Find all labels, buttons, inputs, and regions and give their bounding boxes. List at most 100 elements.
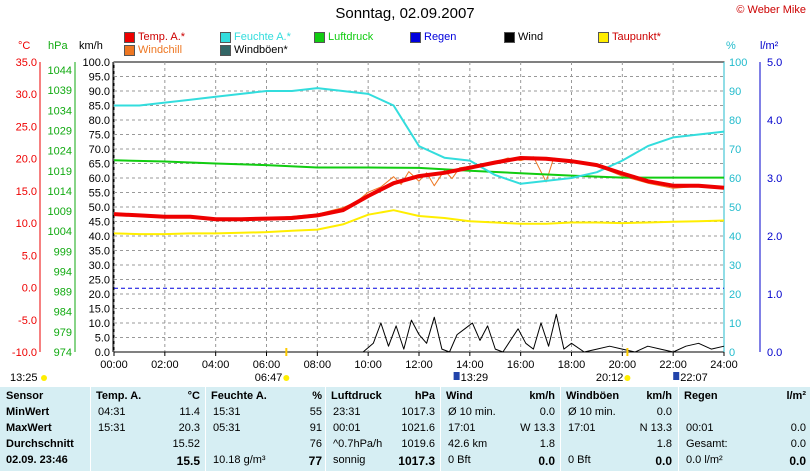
- humidity-axis-tick-label: 20: [729, 289, 741, 301]
- pressure-axis-tick-label: 979: [54, 327, 72, 339]
- rain-axis-tick-label: 1.0: [767, 289, 782, 301]
- row-label: MaxWert: [6, 422, 52, 434]
- table-cell-value: 1.8: [539, 438, 555, 450]
- series-pressure-line: [113, 159, 724, 179]
- table-cell-sub: 15:31: [213, 406, 241, 418]
- wind-axis-tick-label: 60.0: [89, 173, 110, 185]
- humidity-axis-tick-label: 10: [729, 318, 741, 330]
- wind-axis-tick-label: 40.0: [89, 231, 110, 243]
- table-header-unit: °C: [187, 390, 200, 402]
- wind-axis-tick-label: 20.0: [89, 289, 110, 301]
- legend-swatch: [410, 31, 421, 43]
- table-cell-value: 15.52: [172, 438, 200, 450]
- pressure-axis-tick-label: 1024: [48, 146, 72, 158]
- pressure-axis-tick-label: 1034: [48, 105, 72, 117]
- rain-axis-tick-label: 4.0: [767, 115, 782, 127]
- temp-axis-tick-label: 35.0: [16, 57, 37, 69]
- legend-swatch: [220, 44, 231, 56]
- wind-axis-tick-label: 30.0: [89, 260, 110, 272]
- table-cell-value: 0.0: [790, 422, 806, 434]
- table-cell-value: 0.0: [789, 454, 806, 468]
- wind-axis-tick-label: 10.0: [89, 318, 110, 330]
- x-axis: 00:00 02:00 04:00 06:00 08:00 10:00 12:00 14:00…: [100, 352, 738, 371]
- rain-axis-header: l/m²: [760, 40, 779, 52]
- pressure-axis-tick-label: 1009: [48, 206, 72, 218]
- sun-icon: [624, 375, 631, 381]
- x-tick-label: 24:00: [710, 359, 738, 371]
- legend-item: Taupunkt*: [598, 31, 661, 43]
- x-tick-label: 20:00: [609, 359, 637, 371]
- table-cell-value: 77: [308, 454, 322, 468]
- pressure-axis-tick-label: 1014: [48, 186, 72, 198]
- table-cell-sub: 15:31: [98, 422, 126, 434]
- table-cell-sub: 0.0 l/m²: [686, 454, 723, 466]
- legend-swatch: [124, 44, 135, 56]
- legend-swatch: [220, 31, 231, 43]
- table-header-unit: km/h: [529, 390, 555, 402]
- x-tick-label: 14:00: [456, 359, 484, 371]
- temp-axis-tick-label: 25.0: [16, 121, 37, 133]
- x-tick-label: 06:00: [253, 359, 281, 371]
- legend-item: Luftdruck: [314, 31, 373, 43]
- series-humidity-line: [114, 87, 725, 185]
- pressure-axis-tick-label: 1019: [48, 166, 72, 178]
- sun-icon: [41, 375, 47, 381]
- moon-icon: [673, 372, 680, 380]
- table-cell-value: 0.0: [656, 406, 672, 418]
- table-header-unit: hPa: [414, 390, 435, 402]
- legend-label: Feuchte A.*: [234, 31, 291, 43]
- x-tick-label: 02:00: [151, 359, 179, 371]
- table-cell-sub: ^0.7hPa/h: [333, 438, 383, 450]
- humidity-axis-tick-label: 50: [729, 202, 741, 214]
- table-cell-sub: 05:31: [213, 422, 241, 434]
- pressure-axis-tick-label: 994: [54, 266, 72, 278]
- weather-chart: 35.0 30.0 25.0 20.0 15.0 10.0 5.0 0.0 -5.0 -10.0 1…: [10, 57, 782, 384]
- legend-item: Windchill: [124, 44, 182, 56]
- moon-icon: [453, 372, 460, 380]
- humidity-axis-tick-label: 30: [729, 260, 741, 272]
- temp-axis-tick-label: 0.0: [22, 283, 37, 295]
- humidity-axis-tick-label: 40: [729, 231, 741, 243]
- pressure-axis-tick-label: 984: [54, 307, 72, 319]
- table-cell-value: 1017.3: [401, 406, 435, 418]
- wind-axis-tick-label: 70.0: [89, 144, 110, 156]
- table-cell-value: 15.5: [176, 454, 200, 468]
- legend-swatch: [314, 31, 325, 43]
- legend-item: Wind: [504, 31, 543, 43]
- x-tick-label: 00:00: [100, 359, 128, 371]
- table-cell-value: 0.0: [655, 454, 672, 468]
- table-cell-value: W 13.3: [520, 422, 555, 434]
- y-axes: 35.0 30.0 25.0 20.0 15.0 10.0 5.0 0.0 -5.0 -10.0 1…: [12, 57, 782, 359]
- temp-axis-tick-label: 30.0: [16, 89, 37, 101]
- pressure-axis-tick-label: 1004: [48, 226, 72, 238]
- moon-time-label: 22:07: [680, 372, 708, 384]
- table-header: Windböen: [566, 390, 620, 402]
- table-divider: [90, 387, 91, 471]
- wind-axis-tick-label: 75.0: [89, 130, 110, 142]
- humidity-axis-tick-label: 80: [729, 115, 741, 127]
- temp-axis-tick-label: -5.0: [18, 315, 37, 327]
- table-cell-value: 91: [309, 422, 322, 434]
- table-cell-sub: 04:31: [98, 406, 126, 418]
- table-cell-value: 0.0: [790, 438, 806, 450]
- pressure-axis-tick-label: 974: [54, 347, 72, 359]
- pressure-axis-tick-label: 1044: [48, 65, 72, 77]
- table-header: Sensor: [6, 390, 44, 402]
- table-cell-sub: 00:01: [686, 422, 714, 434]
- table-cell-value: 1021.6: [401, 422, 435, 434]
- sun-time-label: 20:12: [596, 372, 624, 384]
- x-tick-label: 08:00: [304, 359, 332, 371]
- wind-axis-tick-label: 15.0: [89, 304, 110, 316]
- x-tick-label: 10:00: [354, 359, 382, 371]
- temp-axis-tick-label: 10.0: [16, 218, 37, 230]
- legend-item: Feuchte A.*: [220, 31, 291, 43]
- legend-label: Windböen*: [234, 44, 288, 56]
- extra-time-label: 13:25: [10, 372, 38, 384]
- table-cell-sub: Gesamt:: [686, 438, 728, 450]
- table-cell-sub: 0 Bft: [568, 454, 591, 466]
- pressure-axis-header: hPa: [48, 40, 68, 52]
- temp-axis-tick-label: 20.0: [16, 154, 37, 166]
- sun-icon: [283, 375, 290, 381]
- sun-moon-markers: 06:47 20:12 13:29 22:07 13:25: [10, 348, 708, 384]
- series-wind-line: [114, 313, 725, 353]
